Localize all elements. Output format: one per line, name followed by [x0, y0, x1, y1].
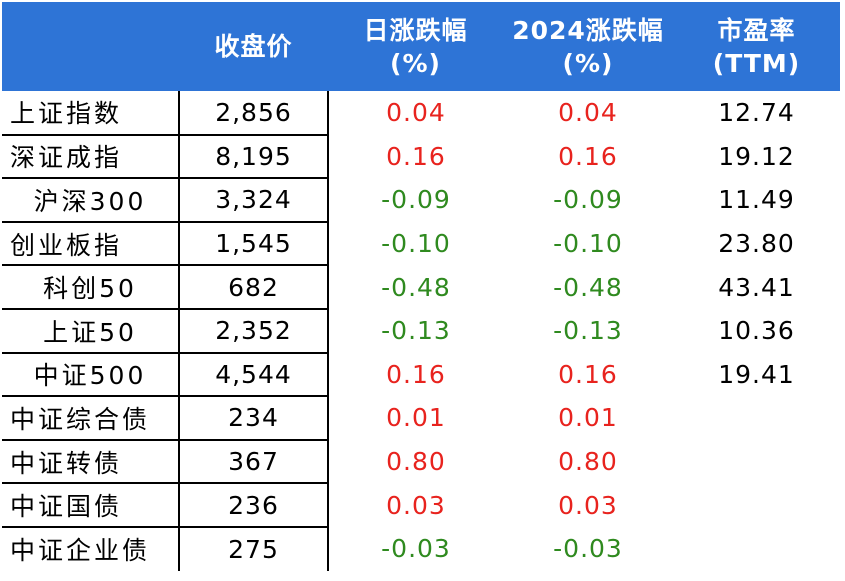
close-price-cell: 3,324 — [179, 178, 329, 223]
index-name-cell: 中证企业债 — [2, 526, 180, 571]
index-name-cell: 深证成指 — [2, 134, 180, 180]
market-index-table: 收盘价 日涨跌幅 (%) 2024涨跌幅 (%) 市盈率 (TTM) 上证指数 2… — [2, 2, 841, 571]
close-price-cell: 4,544 — [179, 352, 329, 398]
pe-ratio-cell — [673, 440, 840, 484]
header-ytd-change-unit: (%) — [562, 48, 614, 78]
ytd-change-cell: -0.10 — [553, 229, 623, 259]
table-header-row: 收盘价 日涨跌幅 (%) 2024涨跌幅 (%) 市盈率 (TTM) — [2, 2, 840, 91]
daily-change-cell: -0.09 — [381, 185, 451, 215]
table-row: 中证转债 367 0.80 0.80 — [2, 439, 840, 485]
table-row: 中证500 4,544 0.16 0.16 19.41 — [2, 352, 840, 398]
daily-change-cell: -0.03 — [381, 534, 451, 564]
pe-ratio-cell: 19.41 — [718, 359, 795, 389]
close-price-cell: 682 — [179, 265, 329, 310]
ytd-change-cell: -0.13 — [553, 316, 623, 346]
index-name-cell: 中证综合债 — [2, 396, 180, 441]
header-close-price: 收盘价 — [214, 32, 293, 61]
daily-change-cell: 0.80 — [386, 447, 446, 477]
close-price-cell: 2,856 — [179, 91, 329, 136]
index-name-cell: 中证转债 — [2, 439, 180, 485]
table-body: 上证指数 2,856 0.04 0.04 12.74 深证成指 8,195 0.16 0.16 1… — [2, 91, 840, 571]
header-daily-change: 日涨跌幅 (%) — [328, 2, 503, 91]
header-index-name — [2, 2, 179, 91]
table-row: 中证国债 236 0.03 0.03 — [2, 483, 840, 528]
close-price-cell: 8,195 — [179, 134, 329, 180]
close-price-cell: 234 — [179, 396, 329, 441]
index-name-cell: 科创50 — [2, 265, 180, 310]
daily-change-cell: 0.04 — [386, 98, 446, 128]
pe-ratio-cell: 19.12 — [718, 141, 795, 171]
ytd-change-cell: -0.09 — [553, 185, 623, 215]
ytd-change-cell: 0.16 — [558, 141, 618, 171]
daily-change-cell: -0.10 — [381, 229, 451, 259]
ytd-change-cell: 0.04 — [558, 98, 618, 128]
close-price-cell: 275 — [179, 526, 329, 571]
header-ytd-change-label: 2024涨跌幅 — [512, 15, 664, 45]
ytd-change-cell: -0.48 — [553, 272, 623, 302]
header-pe-ratio: 市盈率 (TTM) — [673, 2, 840, 91]
ytd-change-cell: -0.03 — [553, 534, 623, 564]
daily-change-cell: 0.03 — [386, 490, 446, 520]
table-row: 中证企业债 275 -0.03 -0.03 — [2, 526, 840, 571]
header-daily-change-unit: (%) — [390, 48, 441, 78]
table-row: 上证50 2,352 -0.13 -0.13 10.36 — [2, 308, 840, 354]
pe-ratio-cell: 11.49 — [718, 185, 795, 215]
ytd-change-cell: 0.03 — [558, 490, 618, 520]
pe-ratio-cell — [673, 527, 840, 571]
daily-change-cell: 0.16 — [386, 359, 446, 389]
table-row: 创业板指 1,545 -0.10 -0.10 23.80 — [2, 221, 840, 267]
index-name-cell: 沪深300 — [2, 178, 180, 223]
index-name-cell: 中证500 — [2, 352, 180, 398]
ytd-change-cell: 0.01 — [558, 403, 618, 433]
index-name-cell: 上证指数 — [2, 91, 180, 136]
pe-ratio-cell — [673, 483, 840, 527]
index-name-cell: 上证50 — [2, 308, 180, 354]
pe-ratio-cell: 23.80 — [718, 229, 795, 259]
close-price-cell: 2,352 — [179, 308, 329, 354]
pe-ratio-cell: 10.36 — [718, 316, 795, 346]
pe-ratio-cell: 43.41 — [718, 272, 795, 302]
table-row: 上证指数 2,856 0.04 0.04 12.74 — [2, 91, 840, 136]
header-ytd-change: 2024涨跌幅 (%) — [503, 2, 673, 91]
daily-change-cell: -0.48 — [381, 272, 451, 302]
table-row: 深证成指 8,195 0.16 0.16 19.12 — [2, 134, 840, 180]
close-price-cell: 367 — [179, 439, 329, 485]
daily-change-cell: 0.16 — [386, 141, 446, 171]
close-price-cell: 236 — [179, 483, 329, 528]
table-row: 沪深300 3,324 -0.09 -0.09 11.49 — [2, 178, 840, 223]
close-price-cell: 1,545 — [179, 221, 329, 267]
header-daily-change-label: 日涨跌幅 — [363, 15, 468, 45]
pe-ratio-cell: 12.74 — [718, 98, 795, 128]
index-name-cell: 中证国债 — [2, 483, 180, 528]
pe-ratio-cell — [673, 396, 840, 440]
ytd-change-cell: 0.16 — [558, 359, 618, 389]
ytd-change-cell: 0.80 — [558, 447, 618, 477]
table-row: 科创50 682 -0.48 -0.48 43.41 — [2, 265, 840, 310]
header-pe-ratio-unit: (TTM) — [712, 48, 801, 78]
header-pe-ratio-label: 市盈率 — [717, 15, 796, 45]
daily-change-cell: 0.01 — [386, 403, 446, 433]
index-name-cell: 创业板指 — [2, 221, 180, 267]
table-row: 中证综合债 234 0.01 0.01 — [2, 396, 840, 441]
daily-change-cell: -0.13 — [381, 316, 451, 346]
